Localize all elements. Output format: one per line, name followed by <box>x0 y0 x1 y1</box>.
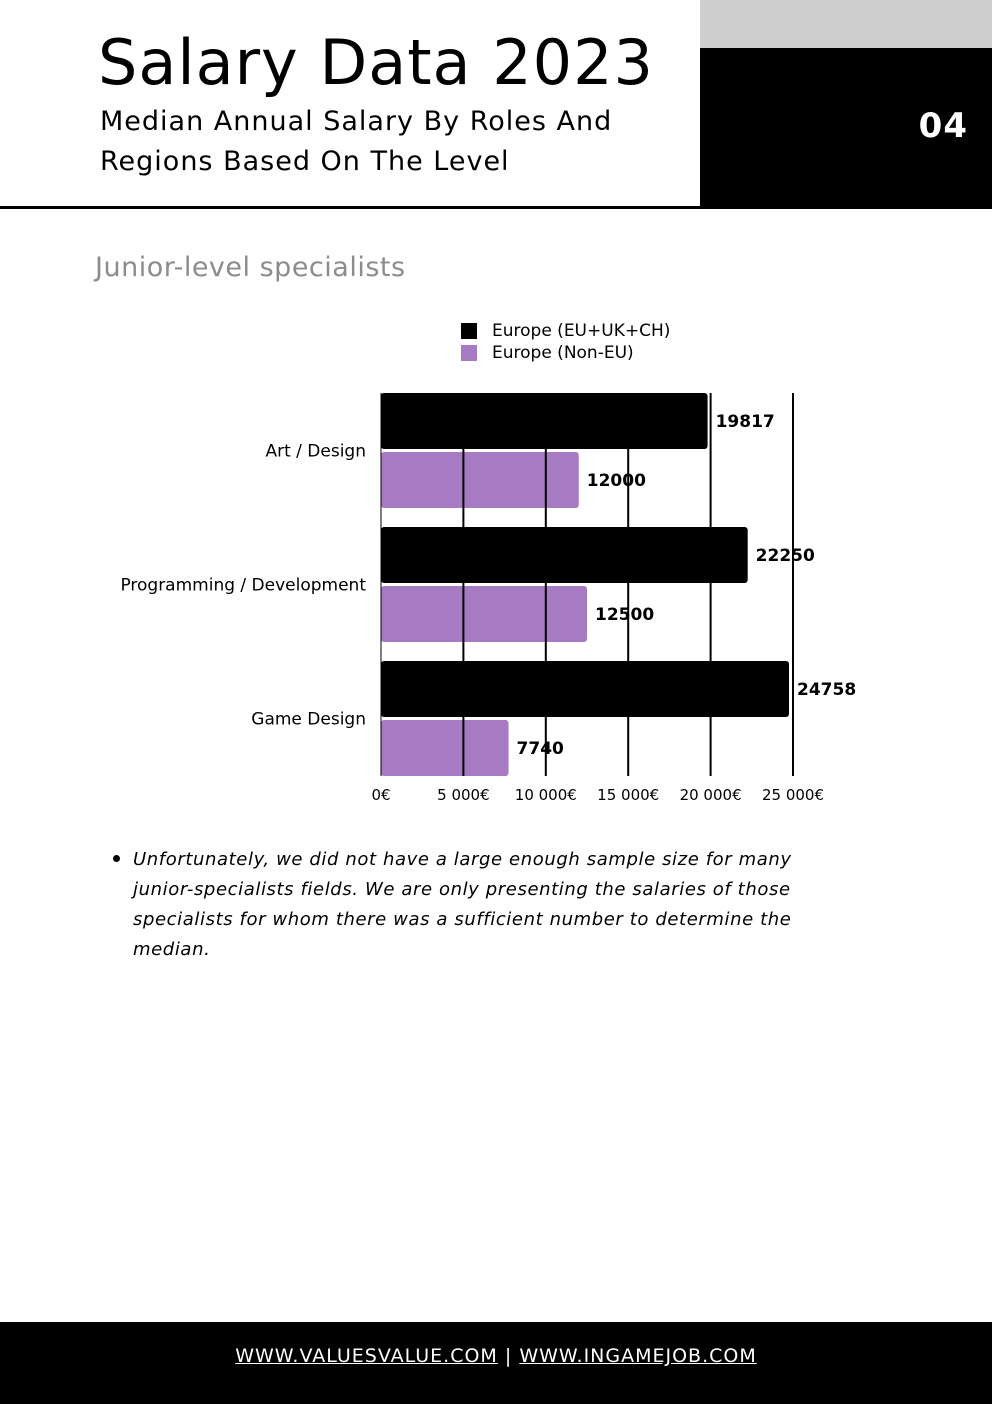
note-text: Unfortunately, we did not have a large e… <box>133 849 792 960</box>
tick-label-4: 15 000€ <box>597 786 659 804</box>
bar-2-3 <box>381 720 509 776</box>
value-label-2-1: 12000 <box>587 471 646 491</box>
footer-separator: | <box>504 1345 513 1367</box>
category-label-2: Programming / Development <box>120 576 366 596</box>
legend-swatch-2 <box>461 345 477 361</box>
note-list: Unfortunately, we did not have a large e… <box>110 845 840 965</box>
tick-label-3: 10 000€ <box>515 786 577 804</box>
value-label-2-2: 12500 <box>595 605 654 625</box>
bar-1-1 <box>381 393 708 449</box>
tick-label-5: 20 000€ <box>680 786 742 804</box>
page-number: 04 <box>918 106 968 146</box>
value-label-1-1: 19817 <box>716 412 775 432</box>
bar-1-3 <box>381 661 790 717</box>
legend-label-2: Europe (Non-EU) <box>492 343 634 363</box>
chart-value-labels: 19817 12000 22250 12500 24758 7740 <box>517 412 857 759</box>
footer-link-ingamejob[interactable]: WWW.INGAMEJOB.COM <box>519 1345 757 1367</box>
legend-label-1: Europe (EU+UK+CH) <box>492 321 670 341</box>
footer-bar <box>0 1322 992 1404</box>
tick-label-2: 5 000€ <box>437 786 490 804</box>
chart-tick-labels: 0€ 5 000€ 10 000€ 15 000€ 20 000€ 25 000€ <box>371 786 824 804</box>
footer-links: WWW.VALUESVALUE.COM | WWW.INGAMEJOB.COM <box>0 1345 992 1367</box>
chart-category-labels: Art / Design Programming / Development Gam… <box>120 442 366 730</box>
header-gray-block <box>700 0 992 48</box>
value-label-1-2: 22250 <box>756 546 815 566</box>
section-heading: Junior-level specialists <box>95 252 406 283</box>
chart-grid <box>380 393 794 776</box>
header-background <box>0 0 700 206</box>
chart-bars <box>381 393 790 776</box>
salary-bar-chart: Europe (EU+UK+CH)Europe (Non-EU) 19817 12… <box>120 321 857 804</box>
bar-1-2 <box>381 527 748 583</box>
footer-link-valuesvalue[interactable]: WWW.VALUESVALUE.COM <box>235 1345 498 1367</box>
note-item: Unfortunately, we did not have a large e… <box>110 845 840 965</box>
chart-legend: Europe (EU+UK+CH)Europe (Non-EU) <box>461 321 670 363</box>
header-black-block <box>700 48 992 209</box>
page-subtitle: Median Annual Salary By Roles And Region… <box>100 106 613 177</box>
bullet-icon <box>113 855 120 862</box>
tick-label-6: 25 000€ <box>762 786 824 804</box>
category-label-3: Game Design <box>251 710 366 730</box>
header-divider <box>0 206 700 209</box>
category-label-1: Art / Design <box>265 442 366 462</box>
page-title: Salary Data 2023 <box>98 26 654 99</box>
value-label-1-3: 24758 <box>797 680 856 700</box>
bar-2-1 <box>381 452 579 508</box>
legend-swatch-1 <box>461 323 477 339</box>
bar-2-2 <box>381 586 587 642</box>
value-label-2-3: 7740 <box>517 739 564 759</box>
tick-label-1: 0€ <box>371 786 390 804</box>
